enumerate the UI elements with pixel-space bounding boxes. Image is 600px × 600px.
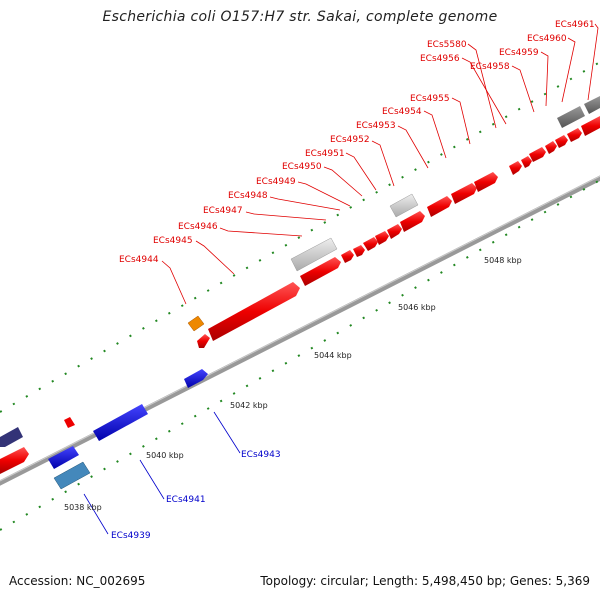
label-ecs4954: ECs4954 <box>382 107 422 117</box>
label-ecs4946: ECs4946 <box>178 222 218 232</box>
label-ecs4943: ECs4943 <box>241 450 281 460</box>
gene-blue-mid <box>48 446 79 469</box>
label-ecs4950: ECs4950 <box>282 162 322 172</box>
gene-left-red <box>0 447 29 474</box>
gene-small-red <box>64 417 75 428</box>
reverse-genes <box>0 369 208 490</box>
label-ecs4941: ECs4941 <box>166 495 206 505</box>
label-ecs4944: ECs4944 <box>119 255 159 265</box>
label-ecs4955: ECs4955 <box>410 94 450 104</box>
tick-5048: 5048 kbp <box>484 256 522 265</box>
gene-ecs4943 <box>184 369 208 388</box>
gene-ecs4944 <box>197 334 210 348</box>
top-labels: ECs4944 ECs4945 ECs4946 ECs4947 ECs4948 … <box>119 20 595 265</box>
gene-ecs4961b <box>581 116 600 136</box>
gene-ecs4953 <box>427 196 452 217</box>
top-label-leaders <box>161 23 599 305</box>
label-ecs4948: ECs4948 <box>228 191 268 201</box>
tick-5038: 5038 kbp <box>64 503 102 512</box>
gene-ecs4948 <box>353 245 365 257</box>
label-ecs4960: ECs4960 <box>527 34 567 44</box>
gc-track-outer <box>0 61 600 413</box>
gene-grey-1 <box>290 237 338 272</box>
gene-ecs4939 <box>53 461 91 490</box>
label-ecs4959: ECs4959 <box>499 48 539 58</box>
gene-ecs4958 <box>529 147 546 162</box>
gene-ecs4960 <box>555 135 568 148</box>
gene-ecs4945 <box>208 282 300 341</box>
gene-ecs4952 <box>400 211 425 232</box>
gene-grey-2 <box>389 193 419 218</box>
backbone <box>0 175 600 486</box>
label-ecs4951: ECs4951 <box>305 149 345 159</box>
tick-5040: 5040 kbp <box>146 451 184 460</box>
genome-title: Escherichia coli O157:H7 str. Sakai, com… <box>102 9 498 25</box>
bottom-label-leaders <box>83 411 241 535</box>
label-ecs4947: ECs4947 <box>203 206 243 216</box>
gene-purple <box>0 427 23 447</box>
label-ecs4953: ECs4953 <box>356 121 396 131</box>
tick-5042: 5042 kbp <box>230 401 268 410</box>
gene-dark-1 <box>557 106 585 128</box>
label-ecs4958: ECs4958 <box>470 62 510 72</box>
gene-ecs4961 <box>567 128 582 142</box>
label-ecs4956: ECs4956 <box>420 54 460 64</box>
gene-ecs4941 <box>93 404 148 441</box>
gene-ecs4950 <box>375 231 389 245</box>
gene-ecs5580 <box>509 161 522 175</box>
label-ecs4961: ECs4961 <box>555 20 595 30</box>
label-ecs5580: ECs5580 <box>427 40 467 50</box>
label-ecs4939: ECs4939 <box>111 531 151 541</box>
tick-5046: 5046 kbp <box>398 303 436 312</box>
gene-orange <box>187 315 205 332</box>
gc-track-inner <box>0 179 600 531</box>
gene-ecs4949 <box>363 237 378 251</box>
gene-ecs4959 <box>545 141 557 154</box>
gene-dark-2 <box>584 96 600 114</box>
label-ecs4945: ECs4945 <box>153 236 193 246</box>
gene-ecs4956 <box>521 156 532 168</box>
label-ecs4952: ECs4952 <box>330 135 370 145</box>
gene-ecs4955 <box>474 172 498 192</box>
topology-text: Topology: circular; Length: 5,498,450 bp… <box>260 574 590 588</box>
label-ecs4949: ECs4949 <box>256 177 296 187</box>
gene-ecs4946 <box>300 257 341 286</box>
tick-5044: 5044 kbp <box>314 351 352 360</box>
kbp-ticks: 5038 kbp 5040 kbp 5042 kbp 5044 kbp 5046… <box>64 256 522 512</box>
gene-ecs4954 <box>451 183 477 204</box>
gene-ecs4951 <box>387 224 402 239</box>
accession-text: Accession: NC_002695 <box>9 574 146 588</box>
bottom-labels: ECs4943 ECs4941 ECs4939 <box>111 450 281 541</box>
gene-ecs4947 <box>341 250 354 263</box>
forward-genes <box>0 96 600 474</box>
